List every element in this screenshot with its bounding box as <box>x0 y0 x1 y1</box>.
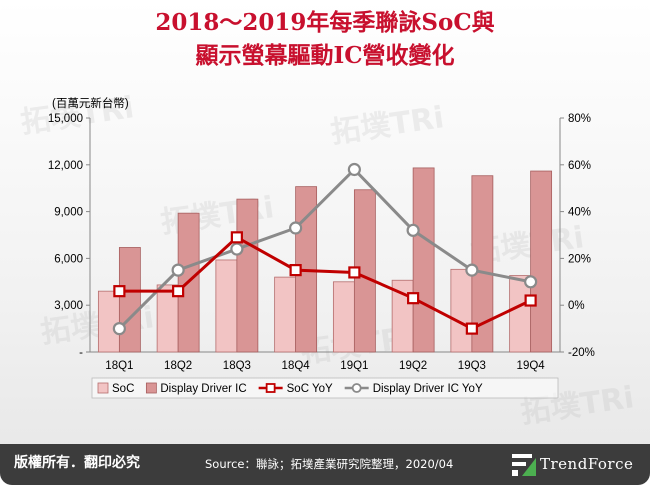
y-left-tick-label: 3,000 <box>54 300 83 312</box>
copyright-notice: 版權所有．翻印必究 <box>14 455 140 471</box>
point-display-driver-ic-yoy <box>524 275 538 289</box>
y-right-tick-label: 60% <box>568 160 591 172</box>
bar-soc <box>450 268 473 353</box>
x-tick-label: 18Q3 <box>223 360 251 372</box>
chart-title-line2: 顯示螢幕驅動IC營收變化 <box>195 42 455 69</box>
y-left-tick-label: 9,000 <box>54 207 83 219</box>
x-tick-label: 19Q2 <box>399 360 427 372</box>
legend-label-display-driver-ic-yoy: Display Driver IC YoY <box>373 383 483 395</box>
x-tick-label: 18Q4 <box>282 360 311 372</box>
bar-soc <box>97 290 120 353</box>
point-display-driver-ic-yoy <box>289 221 303 235</box>
point-display-driver-ic-yoy <box>171 263 185 277</box>
line-display-driver-ic-yoy <box>118 167 531 330</box>
y-right-tick-label: 80% <box>568 113 591 125</box>
legend-label-soc-yoy: SoC YoY <box>287 383 333 395</box>
line-soc-yoy <box>119 235 532 331</box>
x-tick-label: 19Q4 <box>517 360 546 372</box>
x-tick-label: 18Q2 <box>164 360 192 372</box>
point-soc-yoy <box>113 285 126 298</box>
point-display-driver-ic-yoy <box>406 223 420 237</box>
y-left-tick-label: - <box>79 347 83 359</box>
point-soc-yoy <box>524 294 537 307</box>
chart-title: 2018～2019年每季聯詠SoC與 顯示螢幕驅動IC營收變化 <box>0 6 650 72</box>
bar-soc <box>215 259 238 353</box>
point-display-driver-ic-yoy <box>230 242 244 256</box>
legend-marker-soc-yoy <box>265 383 276 393</box>
point-soc-yoy <box>407 292 420 305</box>
trendforce-logo-icon <box>512 454 536 476</box>
point-soc-yoy <box>348 266 361 279</box>
point-display-driver-ic-yoy <box>465 263 479 277</box>
point-soc-yoy <box>289 264 302 277</box>
point-display-driver-ic-yoy <box>347 162 361 177</box>
bar-display-driver-ic <box>530 170 553 353</box>
bar-soc <box>274 276 297 353</box>
bar-display-driver-ic <box>236 198 259 353</box>
bar-display-driver-ic <box>118 247 141 353</box>
x-tick-label: 19Q1 <box>340 360 368 372</box>
y-right-tick-label: 0% <box>568 300 585 312</box>
legend-box <box>91 377 559 399</box>
trendforce-logo-text: TrendForce <box>540 455 634 473</box>
legend-swatch-soc <box>97 382 109 394</box>
point-soc-yoy <box>465 322 478 335</box>
y-right-tick-label: 20% <box>568 253 591 265</box>
y-right-tick-label: 40% <box>568 207 591 219</box>
x-tick-label: 18Q1 <box>105 360 133 372</box>
chart-title-line1: 2018～2019年每季聯詠SoC與 <box>155 9 495 36</box>
point-soc-yoy <box>172 285 185 298</box>
legend-label-display-driver-ic: Display Driver IC <box>160 383 246 395</box>
y-left-tick-label: 6,000 <box>54 253 83 265</box>
footer-bar: 版權所有．翻印必究 Source：聯詠；拓墣產業研究院整理，2020/04 <box>0 444 650 485</box>
source-note: Source：聯詠；拓墣產業研究院整理，2020/04 <box>205 457 454 471</box>
legend-label-soc: SoC <box>112 383 134 395</box>
y-axis-unit-label: (百萬元新台幣) <box>52 96 129 110</box>
point-display-driver-ic-yoy <box>112 322 126 336</box>
y-left-tick-label: 15,000 <box>48 113 83 125</box>
point-soc-yoy <box>230 231 243 244</box>
trendforce-logo: TrendForce <box>508 448 650 480</box>
y-right-tick-label: -20% <box>568 347 595 359</box>
bar-soc <box>332 281 355 353</box>
x-tick-label: 19Q3 <box>458 360 486 372</box>
chart-canvas: (百萬元新台幣) - 3,000 6,000 9,000 12,000 15,000 -20%… <box>48 96 595 399</box>
bar-display-driver-ic <box>412 167 435 353</box>
y-left-tick-label: 12,000 <box>48 160 83 172</box>
legend-marker-display-driver-ic-yoy <box>351 383 362 393</box>
legend-swatch-display-driver-ic <box>145 382 157 394</box>
